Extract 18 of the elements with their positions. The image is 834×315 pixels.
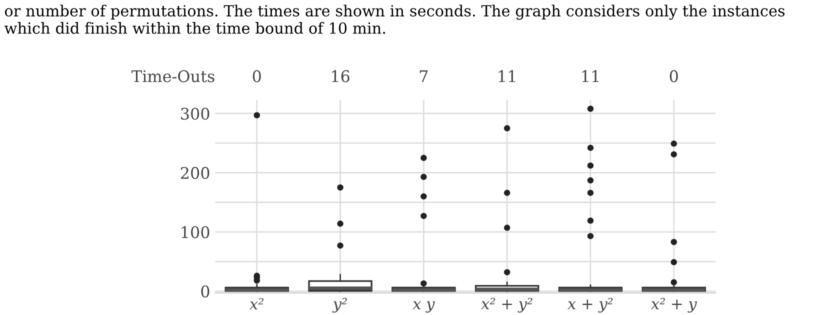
text: 7 <box>420 70 428 82</box>
y-tick-label: 300 <box>181 108 210 120</box>
x-tick-label: x + y² <box>568 298 613 313</box>
text: 11 <box>498 70 515 82</box>
text: or number of permutations. The times are shown in seconds. The graph considers only the instances which did finish within the time bound of 10 min. <box>4 4 785 34</box>
x-tick-label: x² <box>250 298 264 310</box>
x-tick-label: x² + y² <box>481 298 532 313</box>
y-tick-label: 100 <box>182 226 210 238</box>
text: 0 <box>252 70 261 82</box>
y-tick-label: 0 <box>201 285 210 298</box>
x-tick-label: x y <box>412 301 435 313</box>
text: 16 <box>332 70 350 82</box>
text: 0 <box>670 70 678 82</box>
x-tick-label: y² <box>332 298 347 313</box>
text: Time-Outs <box>132 70 214 82</box>
y-tick-label: 200 <box>180 166 210 180</box>
text: 11 <box>582 70 598 82</box>
x-tick-label: x² + y <box>650 298 697 313</box>
